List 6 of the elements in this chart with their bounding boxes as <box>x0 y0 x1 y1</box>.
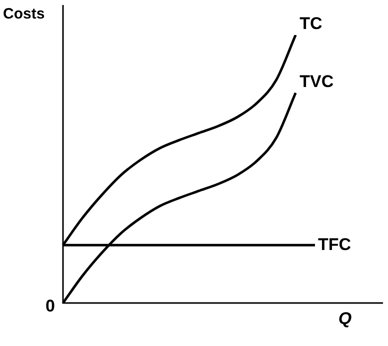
y-axis-title: Costs <box>3 6 45 23</box>
annotation: 0 <box>46 296 55 316</box>
series-label: TFC <box>318 234 352 254</box>
series-label: TC <box>300 14 322 34</box>
x-axis-title: Q <box>338 309 352 328</box>
series-label: TVC <box>300 72 334 92</box>
